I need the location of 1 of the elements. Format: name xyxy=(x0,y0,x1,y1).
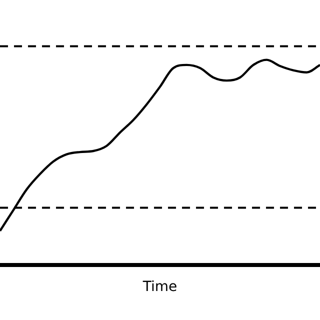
x-axis-title: Time xyxy=(142,279,178,296)
